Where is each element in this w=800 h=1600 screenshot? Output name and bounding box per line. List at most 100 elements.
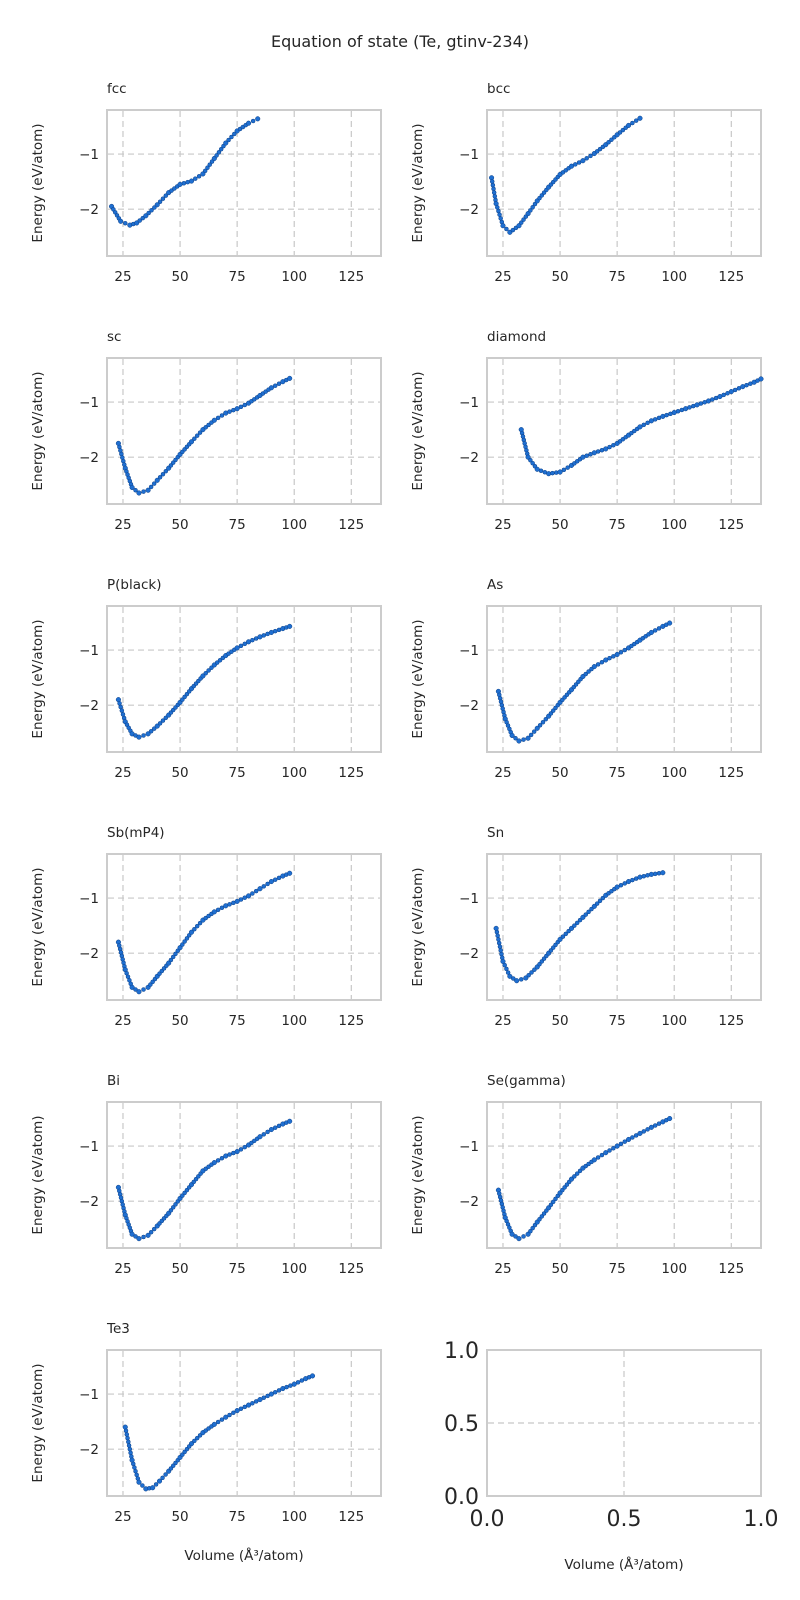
x-tick-label: 25 (114, 1261, 131, 1277)
data-point (525, 211, 531, 217)
data-point (648, 1124, 654, 1130)
data-point (574, 920, 580, 926)
data-point (238, 1406, 244, 1412)
data-point (541, 1211, 547, 1216)
data-point (143, 213, 149, 219)
chart-panel-2: 25 50 75 100 125 −2 −1 bcc Energy (eV/atom) (410, 81, 762, 285)
data-point (618, 1141, 624, 1147)
data-point (250, 118, 256, 124)
panel-title: fcc (107, 81, 127, 97)
data-point (534, 725, 540, 731)
data-point (548, 1202, 554, 1208)
data-point (539, 1214, 545, 1219)
data-point (136, 1236, 142, 1242)
data-point (133, 987, 138, 992)
data-point (126, 1443, 132, 1448)
data-point (652, 1123, 658, 1128)
data-point (133, 487, 138, 493)
plot-area (106, 853, 382, 1001)
data-point (532, 967, 537, 972)
data-point (557, 469, 563, 475)
data-point (618, 882, 624, 888)
data-point (168, 957, 174, 963)
data-point (494, 929, 500, 935)
data-point (622, 647, 628, 653)
data-point (528, 457, 533, 463)
data-point (229, 134, 234, 140)
data-point (622, 1139, 628, 1144)
data-point (540, 719, 546, 725)
data-point (607, 444, 612, 450)
data-point (611, 654, 616, 659)
data-point (136, 490, 142, 496)
data-point (516, 738, 522, 744)
data-point (497, 944, 503, 949)
data-point (299, 1378, 305, 1383)
data-point (595, 662, 601, 667)
data-point (188, 1441, 195, 1447)
data-point (529, 970, 534, 975)
data-point (261, 1132, 267, 1137)
data-point (160, 471, 166, 477)
data-point (150, 1485, 156, 1491)
data-point (637, 1130, 643, 1136)
panel-title: Te3 (106, 1321, 130, 1337)
data-point (145, 731, 151, 737)
x-tick-label: 75 (229, 1261, 246, 1277)
data-point (603, 446, 609, 452)
data-point (160, 196, 166, 201)
x-tick-label: 75 (229, 517, 246, 533)
x-tick-label: 25 (114, 1509, 131, 1525)
data-point (141, 1234, 146, 1240)
data-point (490, 182, 496, 188)
data-point (268, 1126, 274, 1133)
data-point (238, 1147, 244, 1152)
x-tick-label: 75 (609, 1013, 626, 1029)
data-point (192, 926, 197, 932)
data-point (219, 1417, 225, 1422)
data-point (523, 975, 529, 981)
data-point (758, 376, 764, 382)
data-point (561, 467, 567, 473)
data-point (576, 160, 582, 165)
data-point (664, 412, 669, 418)
data-point (611, 1146, 616, 1151)
data-point (257, 1134, 263, 1140)
data-point (496, 937, 501, 942)
panel-title: sc (107, 329, 121, 345)
data-point (257, 886, 263, 892)
chart-panel-7: 25 50 75 100 125 −2 −1 Sb(mP4) Energy (eV/atom) (30, 825, 382, 1029)
chart-panel-3: 25 50 75 100 125 −2 −1 sc Energy (eV/atom) (30, 329, 382, 533)
data-point (134, 1472, 139, 1478)
y-tick-label: −2 (459, 1194, 479, 1210)
data-point (603, 1150, 609, 1156)
x-axis-label: Volume (Å³/atom) (564, 1556, 683, 1573)
y-tick-label: −1 (459, 1139, 479, 1155)
y-tick-label: −1 (79, 643, 99, 659)
y-axis-label: Energy (eV/atom) (30, 123, 46, 242)
data-point (194, 923, 200, 929)
data-point (207, 162, 212, 167)
data-point (203, 425, 209, 430)
y-tick-label: −1 (459, 891, 479, 907)
data-point (591, 903, 597, 909)
data-point (261, 1395, 267, 1400)
data-point (507, 973, 513, 979)
data-point (550, 470, 555, 476)
x-tick-label: 50 (551, 517, 568, 533)
data-point (530, 460, 535, 466)
data-point (660, 870, 666, 876)
data-point (572, 1174, 577, 1179)
panel-title: bcc (487, 81, 510, 97)
y-axis-label: Energy (eV/atom) (30, 371, 46, 490)
y-tick-label: 0.5 (444, 1412, 479, 1437)
data-point (211, 909, 217, 915)
data-point (497, 212, 502, 217)
x-tick-label: 75 (609, 269, 626, 285)
data-point (151, 1226, 157, 1232)
data-point (630, 1135, 635, 1140)
data-point (125, 1435, 130, 1441)
data-point (265, 1393, 270, 1399)
data-point (250, 1401, 255, 1406)
panel-title: Sb(mP4) (107, 825, 165, 841)
